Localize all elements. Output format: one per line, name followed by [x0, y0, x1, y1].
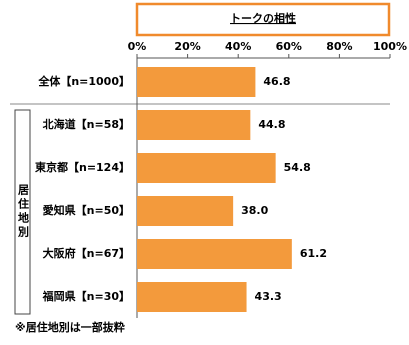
category-label: 愛知県【n=50】 [43, 203, 130, 217]
x-tick-label: 100% [373, 40, 407, 53]
category-label: 福岡県【n=30】 [42, 289, 130, 303]
x-tick-label: 40% [225, 40, 251, 53]
bar [137, 282, 247, 312]
value-label: 54.8 [284, 161, 311, 174]
x-tick-label: 20% [174, 40, 200, 53]
group-bracket [14, 109, 31, 315]
category-label: 東京都【n=124】 [35, 160, 130, 174]
group-label: 居住地別 [17, 184, 31, 240]
bar [137, 239, 292, 269]
bar [137, 110, 251, 140]
footnote: ※居住地別は一部抜粋 [15, 320, 125, 334]
chart-title: トークの相性 [230, 11, 296, 25]
bar [137, 196, 234, 226]
bar [137, 67, 256, 97]
value-label: 61.2 [300, 247, 327, 260]
title-box [135, 2, 391, 37]
category-label: 北海道【n=58】 [43, 117, 130, 131]
x-tick-label: 0% [128, 40, 147, 53]
value-label: 38.0 [241, 204, 268, 217]
value-label: 44.8 [258, 118, 285, 131]
value-label: 46.8 [263, 75, 290, 88]
bar [137, 153, 276, 183]
category-label: 大阪府【n=67】 [43, 246, 130, 260]
x-tick-label: 60% [276, 40, 302, 53]
x-tick-label: 80% [326, 40, 352, 53]
category-label: 全体【n=1000】 [37, 74, 130, 88]
value-label: 43.3 [255, 290, 282, 303]
